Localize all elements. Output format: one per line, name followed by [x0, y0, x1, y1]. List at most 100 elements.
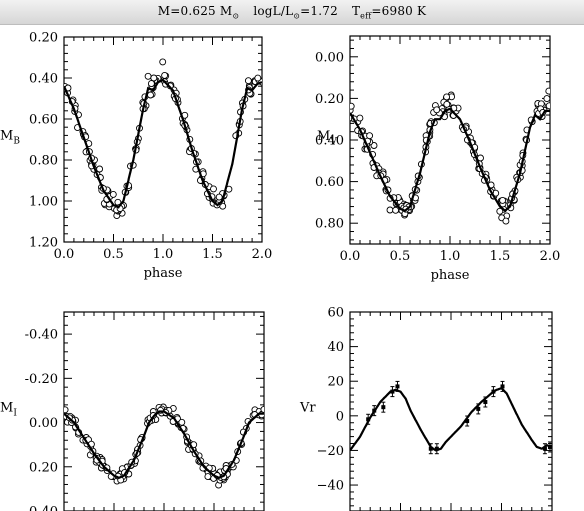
y-tick-label: 1.20 — [29, 236, 58, 251]
model-curve — [64, 78, 262, 209]
x-tick-label: 2.0 — [540, 249, 561, 264]
x-tick-label: 1.5 — [490, 249, 511, 264]
observed-point — [204, 473, 212, 481]
radial-velocity-point — [434, 443, 439, 455]
y-tick-label: 0.40 — [315, 134, 344, 149]
radial-velocity-point — [465, 415, 470, 427]
y-axis-label: MI — [0, 401, 17, 419]
x-tick-label: 0.0 — [54, 247, 75, 262]
y-tick-label: 0.00 — [315, 50, 344, 65]
vr-panel: 60 40 20 0 −20 −40 Vr — [299, 306, 553, 511]
model-parameters-title: M=0.625 M⊙ logL/L⊙=1.72 Teff=6980 K — [0, 4, 584, 20]
y-tick-label: -0.20 — [25, 372, 58, 387]
plot-area — [64, 403, 264, 489]
teff-label: T — [351, 4, 361, 18]
teff-value: =6980 K — [371, 4, 427, 18]
radial-velocity-point — [372, 405, 377, 417]
observed-point — [386, 206, 394, 214]
x-tick-label: 2.0 — [252, 247, 273, 262]
observed-point — [159, 58, 167, 66]
y-tick-label: 0.80 — [315, 217, 344, 232]
x-tick-label: 1.0 — [440, 249, 461, 264]
observed-point — [356, 114, 364, 122]
observed-point — [144, 72, 152, 80]
plot-area — [350, 87, 550, 225]
luminosity-label: logL/L — [253, 4, 294, 18]
observed-point — [392, 206, 400, 214]
mi-panel: -0.40 -0.20 0.00 0.20 0.40 MI — [0, 311, 265, 511]
observed-point — [545, 102, 550, 110]
y-tick-label: 0.20 — [315, 92, 344, 107]
x-tick-label: 1.5 — [202, 247, 223, 262]
radial-velocity-point — [547, 441, 552, 453]
x-tick-label: 0.5 — [390, 249, 411, 264]
y-tick-label: 40 — [327, 340, 344, 355]
model-curve — [350, 107, 550, 213]
y-tick-label: 0.40 — [29, 505, 58, 511]
y-tick-label: 0.60 — [29, 113, 58, 128]
radial-velocity-point — [500, 380, 505, 392]
mv-panel: 0.0 0.5 1.0 1.5 2.0 phase 0.00 0.20 0.40 0.60 0.80… — [315, 35, 561, 283]
model-curve — [350, 386, 552, 452]
y-tick-label: 0.20 — [29, 31, 58, 46]
x-axis-label: phase — [431, 268, 470, 283]
x-tick-label: 1.0 — [153, 247, 174, 262]
mass-sun-symbol: ⊙ — [232, 11, 240, 21]
observed-point — [260, 405, 264, 413]
observed-point — [147, 80, 155, 88]
observed-point — [178, 418, 186, 426]
radial-velocity-point — [395, 380, 400, 392]
observed-point — [109, 190, 117, 198]
radial-velocity-point — [483, 396, 488, 408]
y-tick-label: 0.20 — [29, 460, 58, 475]
observed-point — [64, 406, 69, 414]
y-tick-label: 0.60 — [315, 175, 344, 190]
luminosity-sun-symbol: ⊙ — [293, 11, 301, 21]
plot-area — [64, 58, 262, 220]
luminosity-value: =1.72 — [300, 4, 338, 18]
mb-panel: 0.0 0.5 1.0 1.5 2.0 phase 0.20 0.40 0.60 0.80 1.00… — [0, 31, 272, 282]
mass-label: M=0.625 M — [157, 4, 233, 18]
y-tick-label: 1.00 — [29, 195, 58, 210]
y-tick-label: 0 — [336, 409, 344, 424]
observed-point — [366, 132, 374, 140]
observed-point — [161, 71, 169, 79]
y-tick-label: -0.40 — [25, 328, 58, 343]
observed-point — [96, 165, 104, 173]
observed-point — [543, 95, 550, 103]
observed-point — [443, 93, 451, 101]
radial-velocity-point — [476, 403, 481, 415]
radial-velocity-point — [381, 401, 386, 413]
plot-area — [350, 380, 552, 455]
plot-frame — [349, 35, 551, 245]
observed-point — [210, 185, 217, 193]
y-axis-label: Vr — [299, 401, 316, 416]
plot-frame — [63, 36, 263, 243]
plot-frame — [349, 311, 553, 511]
y-tick-label: 0.40 — [29, 72, 58, 87]
observed-point — [443, 100, 451, 108]
x-tick-label: 0.5 — [103, 247, 124, 262]
model-curve — [64, 410, 264, 479]
radial-velocity-point — [428, 443, 433, 455]
radial-velocity-point — [542, 443, 547, 455]
y-tick-label: 60 — [327, 306, 344, 321]
observed-point — [215, 193, 223, 201]
y-tick-label: 20 — [327, 375, 344, 390]
observed-point — [147, 91, 154, 99]
teff-subscript: eff — [360, 11, 372, 21]
radial-velocity-point — [491, 386, 496, 398]
y-tick-label: 0.00 — [29, 416, 58, 431]
observed-point — [499, 196, 507, 204]
observed-point — [150, 74, 158, 82]
y-tick-label: −20 — [317, 444, 344, 459]
observed-point — [545, 87, 550, 95]
observed-point — [433, 106, 441, 114]
radial-velocity-point — [366, 413, 371, 425]
y-tick-label: −40 — [317, 479, 344, 494]
observed-point — [244, 77, 252, 85]
observed-point — [254, 74, 262, 82]
x-tick-label: 0.0 — [340, 249, 361, 264]
